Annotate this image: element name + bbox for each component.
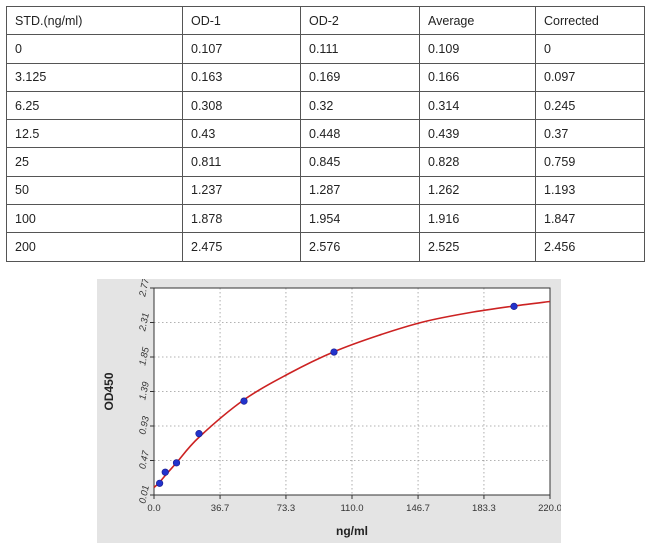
- x-tick-label: 220.0: [538, 503, 561, 514]
- table-cell: 1.916: [419, 204, 536, 234]
- y-tick-label: 0.47: [137, 449, 152, 470]
- table-header-cell: OD-1: [182, 5, 301, 36]
- table-header-cell: Corrected: [535, 5, 645, 36]
- x-tick-label: 36.7: [211, 503, 230, 514]
- table-cell: 200: [6, 232, 183, 262]
- table-cell: 0.169: [300, 62, 420, 92]
- y-tick-label: 1.39: [137, 380, 152, 401]
- table-cell: 100: [6, 204, 183, 234]
- table-cell: 0.448: [300, 119, 420, 149]
- x-tick-label: 0.0: [147, 503, 160, 514]
- standard-curve-chart: 0.01 0.47 0.93 1.39 1.85 2.31 2.77 0.0 36.7 73.3 1…: [102, 279, 561, 538]
- data-point: [172, 459, 181, 467]
- x-tick-label: 146.7: [406, 503, 430, 514]
- y-tick-label: 2.31: [137, 312, 152, 333]
- y-axis-title: OD450: [102, 372, 116, 410]
- data-point: [330, 348, 338, 356]
- table-cell: 0.828: [419, 147, 536, 177]
- table-row: 3.125 0.163 0.169 0.166 0.097: [6, 62, 645, 92]
- x-tick-label: 183.3: [472, 503, 496, 514]
- data-point: [240, 397, 248, 405]
- table-cell: 1.847: [535, 204, 645, 234]
- x-axis-title: ng/ml: [336, 524, 368, 538]
- table-cell: 1.287: [300, 175, 420, 206]
- table-row: 50 1.237 1.287 1.262 1.193: [6, 175, 645, 206]
- table-row: 0 0.107 0.111 0.109 0: [6, 34, 645, 64]
- table-row: 25 0.811 0.845 0.828 0.759: [6, 147, 645, 177]
- table-cell: 50: [6, 175, 183, 206]
- table-cell: 1.262: [419, 175, 536, 206]
- table-cell: 12.5: [6, 119, 183, 149]
- table-cell: 0: [535, 34, 645, 64]
- table-cell: 0.111: [300, 34, 420, 64]
- table-header-cell: Average: [419, 5, 536, 36]
- table-cell: 1.237: [182, 175, 301, 206]
- data-point: [156, 479, 164, 487]
- table-cell: 0.245: [535, 90, 645, 121]
- table-cell: 25: [6, 147, 183, 177]
- table-cell: 0.439: [419, 119, 536, 149]
- table-cell: 0.107: [182, 34, 301, 64]
- table-header-cell: STD.(ng/ml): [6, 5, 183, 36]
- table-cell: 2.475: [182, 232, 301, 262]
- table-cell: 0.163: [182, 62, 301, 92]
- table-row: 200 2.475 2.576 2.525 2.456: [6, 232, 645, 262]
- table-cell: 6.25: [6, 90, 183, 121]
- table-row: 12.5 0.43 0.448 0.439 0.37: [6, 119, 645, 149]
- data-point: [195, 430, 203, 438]
- table-cell: 0.811: [182, 147, 301, 177]
- table-cell: 0.166: [419, 62, 536, 92]
- table-cell: 0.845: [300, 147, 420, 177]
- table-cell: 1.954: [300, 204, 420, 234]
- x-tick-label: 110.0: [340, 503, 363, 514]
- table-cell: 0.37: [535, 119, 645, 149]
- table-row: 6.25 0.308 0.32 0.314 0.245: [6, 90, 645, 121]
- chart-panel: 0.01 0.47 0.93 1.39 1.85 2.31 2.77 0.0 36.7 73.3 1…: [97, 279, 561, 543]
- table-cell: 0.32: [300, 90, 420, 121]
- table-header-cell: OD-2: [300, 5, 420, 36]
- table-row: 100 1.878 1.954 1.916 1.847: [6, 204, 645, 234]
- table-cell: 3.125: [6, 62, 183, 92]
- table-cell: 0.759: [535, 147, 645, 177]
- table-cell: 0.109: [419, 34, 536, 64]
- table-cell: 2.525: [419, 232, 536, 262]
- y-tick-label: 0.93: [137, 415, 152, 436]
- table-cell: 0.308: [182, 90, 301, 121]
- table-cell: 2.456: [535, 232, 645, 262]
- data-point: [510, 302, 518, 310]
- table-cell: 1.878: [182, 204, 301, 234]
- data-point: [161, 468, 169, 476]
- table-cell: 2.576: [300, 232, 420, 262]
- table-cell: 0.314: [419, 90, 536, 121]
- standard-data-table: STD.(ng/ml) OD-1 OD-2 Average Corrected 0 0.10…: [6, 5, 645, 262]
- table-cell: 0: [6, 34, 183, 64]
- table-cell: 1.193: [535, 175, 645, 206]
- table-cell: 0.43: [182, 119, 301, 149]
- y-tick-label: 2.77: [137, 279, 152, 299]
- y-tick-label: 1.85: [137, 346, 152, 367]
- x-tick-label: 73.3: [277, 503, 296, 514]
- y-tick-label: 0.01: [137, 484, 152, 504]
- table-cell: 0.097: [535, 62, 645, 92]
- table-header-row: STD.(ng/ml) OD-1 OD-2 Average Corrected: [6, 5, 645, 36]
